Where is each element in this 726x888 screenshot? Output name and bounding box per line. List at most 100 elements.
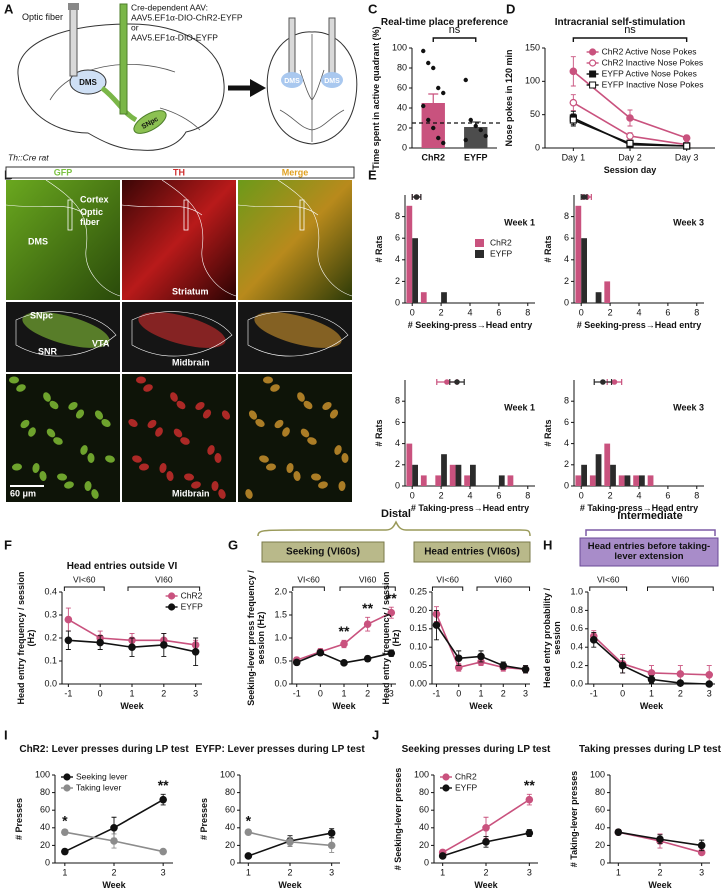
bar <box>618 475 625 486</box>
label: DMS <box>79 78 97 87</box>
chart-title: Seeking presses during LP test <box>401 744 551 755</box>
mean-marker <box>444 379 450 385</box>
bar <box>441 454 447 486</box>
x-axis-label: Week <box>120 700 144 711</box>
fiber-track <box>67 199 73 231</box>
legend-marker <box>589 70 597 78</box>
y-tick-label: 0.25 <box>409 586 427 596</box>
group-bracket <box>585 529 716 536</box>
y-tick-label: 50 <box>530 109 540 119</box>
cell <box>293 471 301 481</box>
y-axis-label-box: Nose pokes in 120 min <box>504 49 514 146</box>
marker <box>589 636 598 644</box>
data-point <box>426 60 431 66</box>
significance-label: ** <box>524 777 535 793</box>
micrograph <box>238 374 352 502</box>
data-point <box>421 48 426 54</box>
y-tick-label: 0.6 <box>570 623 583 633</box>
cell <box>180 437 190 445</box>
y-tick-label: 20 <box>595 840 605 850</box>
x-tick-label: 2 <box>161 688 166 698</box>
label: DMS <box>324 78 340 85</box>
y-tick-label: 60 <box>397 82 407 92</box>
x-tick-label: 0 <box>579 307 584 317</box>
cell <box>207 445 215 455</box>
cell <box>248 410 258 420</box>
x-tick-label: 3 <box>161 867 166 877</box>
column-header: TH <box>173 167 185 177</box>
y-tick-label: 6 <box>395 233 400 243</box>
x-tick-label: -1 <box>590 688 598 698</box>
label: DMS <box>28 236 48 246</box>
cell <box>143 384 153 392</box>
cell <box>329 409 339 419</box>
x-tick-label: 2 <box>111 867 116 877</box>
y-axis-label: # Rats <box>374 235 385 263</box>
x-tick-label: 1 <box>246 867 251 877</box>
label: Midbrain <box>172 357 210 367</box>
y-axis-label: # Presses <box>199 797 210 841</box>
data-point <box>431 125 436 131</box>
data-point <box>463 137 468 143</box>
label-box: Optic fiber <box>80 207 103 227</box>
y-tick-label: 100 <box>590 769 605 779</box>
tissue-outline <box>237 179 353 297</box>
x-tick-label: 8 <box>525 490 530 500</box>
label: Midbrain <box>172 488 210 498</box>
marker <box>705 680 714 688</box>
cell <box>218 489 226 499</box>
y-tick-label: 0.0 <box>570 678 583 688</box>
panel-letter: E <box>368 167 377 182</box>
x-tick-label: 4 <box>467 490 472 500</box>
marker <box>614 828 623 837</box>
period-label: VI<60 <box>297 574 320 584</box>
y-tick-label: 0.10 <box>409 642 427 652</box>
cell <box>214 453 222 463</box>
cell <box>64 481 74 489</box>
marker <box>569 116 577 124</box>
x-tick-label: 2 <box>501 688 506 698</box>
cell <box>28 427 36 437</box>
bar <box>589 475 596 486</box>
cell <box>274 419 284 429</box>
x-axis-label: Week <box>469 700 493 711</box>
micrograph <box>6 374 120 502</box>
y-tick-label: 20 <box>419 840 429 850</box>
cell <box>318 481 328 489</box>
cell <box>91 489 99 499</box>
cell <box>57 473 67 481</box>
bar <box>633 475 639 486</box>
cell <box>211 481 219 491</box>
micrograph <box>238 180 352 300</box>
cell <box>245 489 253 499</box>
x-tick-label: EYFP <box>464 152 488 162</box>
marker <box>316 648 325 657</box>
chart-title: Head entries outside VI <box>66 561 178 572</box>
cell <box>136 376 146 384</box>
legend-label: ChR2 <box>181 590 203 600</box>
cell <box>16 384 26 392</box>
y-axis-label-box: Time spent in active quadrant (%) <box>371 26 381 169</box>
bar <box>406 443 413 486</box>
cell <box>170 392 178 402</box>
y-tick-label: 2.0 <box>274 586 287 596</box>
cell <box>68 402 78 410</box>
marker <box>363 620 372 629</box>
y-tick-label: 40 <box>397 102 407 112</box>
label: Cre-dependent AAV: <box>131 2 208 12</box>
y-tick-label: 0 <box>564 297 569 307</box>
x-axis-label-box: # Taking-press→Head entry <box>411 503 529 513</box>
y-tick-label: 100 <box>220 769 235 779</box>
section-outline <box>279 34 345 142</box>
y-tick-label: 0.4 <box>44 586 57 596</box>
marker <box>482 838 490 846</box>
bar <box>604 443 611 486</box>
data-point <box>441 140 446 146</box>
y-tick-label: 6 <box>395 417 400 427</box>
y-tick-label: 80 <box>419 787 429 797</box>
significance-label: ** <box>362 600 373 616</box>
marker <box>626 139 634 147</box>
data-point <box>436 85 441 91</box>
marker <box>61 828 69 837</box>
y-axis-label: # Seeking-lever presses <box>393 767 404 871</box>
